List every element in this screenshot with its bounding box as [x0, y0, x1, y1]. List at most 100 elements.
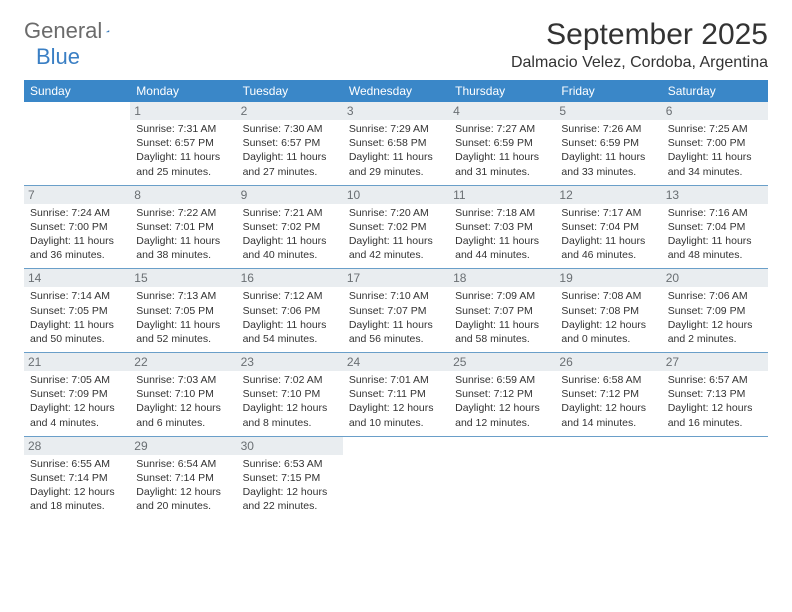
calendar-cell	[449, 436, 555, 519]
calendar-cell: 14Sunrise: 7:14 AMSunset: 7:05 PMDayligh…	[24, 269, 130, 353]
calendar-cell: 3Sunrise: 7:29 AMSunset: 6:58 PMDaylight…	[343, 102, 449, 185]
calendar-cell: 10 Sunrise: 7:20 AMSunset: 7:02 PMDayligh…	[343, 185, 449, 269]
day-number: 5	[555, 102, 661, 120]
day-number: 23	[237, 353, 343, 371]
calendar-cell: 27 Sunrise: 6:57 AMSunset: 7:13 PMDayligh…	[662, 353, 768, 437]
day-number: 30	[237, 437, 343, 455]
day-number: 2	[237, 102, 343, 120]
day-info: Sunrise: 7:16 AMSunset: 7:04 PMDaylight:…	[668, 206, 762, 263]
day-info: Sunrise: 7:09 AMSunset: 7:07 PMDaylight:…	[455, 289, 549, 346]
calendar-cell: 15 Sunrise: 7:13 AMSunset: 7:05 PMDayligh…	[130, 269, 236, 353]
day-info: Sunrise: 7:10 AMSunset: 7:07 PMDaylight:…	[349, 289, 443, 346]
calendar-cell	[24, 102, 130, 185]
page-header: General September 2025 Dalmacio Velez, C…	[24, 18, 768, 72]
day-number: 6	[662, 102, 768, 120]
day-info: Sunrise: 7:08 AMSunset: 7:08 PMDaylight:…	[561, 289, 655, 346]
month-title: September 2025	[511, 18, 768, 52]
day-info: Sunrise: 7:14 AMSunset: 7:05 PMDaylight:…	[30, 289, 124, 346]
calendar-cell: 11Sunrise: 7:18 AMSunset: 7:03 PMDayligh…	[449, 185, 555, 269]
calendar-cell: 22 Sunrise: 7:03 AMSunset: 7:10 PMDayligh…	[130, 353, 236, 437]
day-number: 26	[555, 353, 661, 371]
day-info: Sunrise: 6:53 AMSunset: 7:15 PMDaylight:…	[243, 457, 337, 514]
calendar-cell: 12 Sunrise: 7:17 AMSunset: 7:04 PMDayligh…	[555, 185, 661, 269]
calendar-row: 21Sunrise: 7:05 AMSunset: 7:09 PMDayligh…	[24, 353, 768, 437]
brand-part2: Blue	[36, 44, 80, 70]
day-info: Sunrise: 7:29 AMSunset: 6:58 PMDaylight:…	[349, 122, 443, 179]
day-number: 13	[662, 186, 768, 204]
calendar-row: 1Sunrise: 7:31 AMSunset: 6:57 PMDaylight…	[24, 102, 768, 185]
day-info: Sunrise: 7:12 AMSunset: 7:06 PMDaylight:…	[243, 289, 337, 346]
day-info: Sunrise: 6:54 AMSunset: 7:14 PMDaylight:…	[136, 457, 230, 514]
calendar-cell: 5 Sunrise: 7:26 AMSunset: 6:59 PMDaylight…	[555, 102, 661, 185]
calendar-cell	[662, 436, 768, 519]
title-block: September 2025 Dalmacio Velez, Cordoba, …	[511, 18, 768, 72]
day-header: Thursday	[449, 80, 555, 102]
day-info: Sunrise: 6:57 AMSunset: 7:13 PMDaylight:…	[668, 373, 762, 430]
calendar-cell: 23 Sunrise: 7:02 AMSunset: 7:10 PMDayligh…	[237, 353, 343, 437]
day-info: Sunrise: 6:59 AMSunset: 7:12 PMDaylight:…	[455, 373, 549, 430]
day-number: 22	[130, 353, 236, 371]
day-number: 15	[130, 269, 236, 287]
day-number: 18	[449, 269, 555, 287]
day-number: 25	[449, 353, 555, 371]
brand-part1: General	[24, 18, 102, 44]
day-header-row: SundayMondayTuesdayWednesdayThursdayFrid…	[24, 80, 768, 102]
calendar-cell: 21Sunrise: 7:05 AMSunset: 7:09 PMDayligh…	[24, 353, 130, 437]
calendar-cell: 17Sunrise: 7:10 AMSunset: 7:07 PMDayligh…	[343, 269, 449, 353]
day-number: 20	[662, 269, 768, 287]
calendar-cell: 19Sunrise: 7:08 AMSunset: 7:08 PMDayligh…	[555, 269, 661, 353]
calendar-cell: 16 Sunrise: 7:12 AMSunset: 7:06 PMDayligh…	[237, 269, 343, 353]
calendar-cell	[555, 436, 661, 519]
calendar-cell: 9 Sunrise: 7:21 AMSunset: 7:02 PMDaylight…	[237, 185, 343, 269]
day-number: 7	[24, 186, 130, 204]
calendar-cell: 28 Sunrise: 6:55 AMSunset: 7:14 PMDayligh…	[24, 436, 130, 519]
calendar-cell: 26 Sunrise: 6:58 AMSunset: 7:12 PMDayligh…	[555, 353, 661, 437]
calendar-row: 28 Sunrise: 6:55 AMSunset: 7:14 PMDayligh…	[24, 436, 768, 519]
calendar-cell: 2 Sunrise: 7:30 AMSunset: 6:57 PMDaylight…	[237, 102, 343, 185]
day-number: 16	[237, 269, 343, 287]
day-info: Sunrise: 7:05 AMSunset: 7:09 PMDaylight:…	[30, 373, 124, 430]
day-number: 9	[237, 186, 343, 204]
day-info: Sunrise: 7:17 AMSunset: 7:04 PMDaylight:…	[561, 206, 655, 263]
calendar-cell: 18 Sunrise: 7:09 AMSunset: 7:07 PMDayligh…	[449, 269, 555, 353]
day-info: Sunrise: 7:31 AMSunset: 6:57 PMDaylight:…	[136, 122, 230, 179]
calendar-cell: 29Sunrise: 6:54 AMSunset: 7:14 PMDayligh…	[130, 436, 236, 519]
day-info: Sunrise: 6:55 AMSunset: 7:14 PMDaylight:…	[30, 457, 124, 514]
day-info: Sunrise: 7:27 AMSunset: 6:59 PMDaylight:…	[455, 122, 549, 179]
day-info: Sunrise: 7:18 AMSunset: 7:03 PMDaylight:…	[455, 206, 549, 263]
brand-logo: General	[24, 18, 128, 44]
day-header: Tuesday	[237, 80, 343, 102]
day-number: 12	[555, 186, 661, 204]
day-number: 28	[24, 437, 130, 455]
day-info: Sunrise: 7:21 AMSunset: 7:02 PMDaylight:…	[243, 206, 337, 263]
calendar-cell: 30 Sunrise: 6:53 AMSunset: 7:15 PMDayligh…	[237, 436, 343, 519]
day-info: Sunrise: 7:02 AMSunset: 7:10 PMDaylight:…	[243, 373, 337, 430]
day-number: 10	[343, 186, 449, 204]
location-subtitle: Dalmacio Velez, Cordoba, Argentina	[511, 54, 768, 72]
calendar-cell: 25 Sunrise: 6:59 AMSunset: 7:12 PMDayligh…	[449, 353, 555, 437]
day-info: Sunrise: 7:22 AMSunset: 7:01 PMDaylight:…	[136, 206, 230, 263]
day-header: Wednesday	[343, 80, 449, 102]
day-header: Saturday	[662, 80, 768, 102]
calendar-table: SundayMondayTuesdayWednesdayThursdayFrid…	[24, 80, 768, 519]
day-header: Monday	[130, 80, 236, 102]
day-info: Sunrise: 7:06 AMSunset: 7:09 PMDaylight:…	[668, 289, 762, 346]
day-info: Sunrise: 7:13 AMSunset: 7:05 PMDaylight:…	[136, 289, 230, 346]
day-header: Friday	[555, 80, 661, 102]
day-number: 4	[449, 102, 555, 120]
day-info: Sunrise: 7:24 AMSunset: 7:00 PMDaylight:…	[30, 206, 124, 263]
day-info: Sunrise: 7:30 AMSunset: 6:57 PMDaylight:…	[243, 122, 337, 179]
day-info: Sunrise: 7:25 AMSunset: 7:00 PMDaylight:…	[668, 122, 762, 179]
brand-triangle-icon	[106, 24, 109, 38]
day-number: 24	[343, 353, 449, 371]
day-number: 27	[662, 353, 768, 371]
day-info: Sunrise: 6:58 AMSunset: 7:12 PMDaylight:…	[561, 373, 655, 430]
calendar-cell: 20 Sunrise: 7:06 AMSunset: 7:09 PMDayligh…	[662, 269, 768, 353]
day-info: Sunrise: 7:01 AMSunset: 7:11 PMDaylight:…	[349, 373, 443, 430]
day-info: Sunrise: 7:26 AMSunset: 6:59 PMDaylight:…	[561, 122, 655, 179]
day-info: Sunrise: 7:20 AMSunset: 7:02 PMDaylight:…	[349, 206, 443, 263]
day-info: Sunrise: 7:03 AMSunset: 7:10 PMDaylight:…	[136, 373, 230, 430]
calendar-row: 7 Sunrise: 7:24 AMSunset: 7:00 PMDaylight…	[24, 185, 768, 269]
day-header: Sunday	[24, 80, 130, 102]
calendar-cell: 1Sunrise: 7:31 AMSunset: 6:57 PMDaylight…	[130, 102, 236, 185]
